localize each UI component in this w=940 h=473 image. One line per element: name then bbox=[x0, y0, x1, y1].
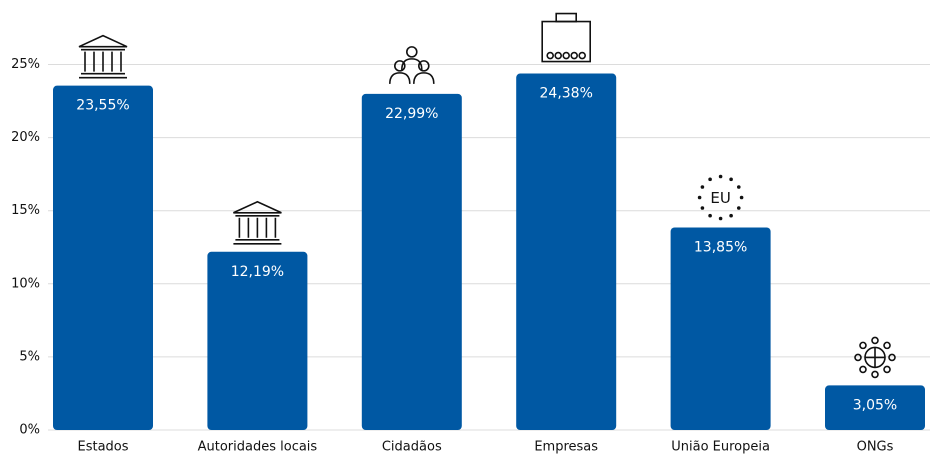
bar bbox=[53, 85, 153, 430]
icon-shape bbox=[78, 34, 128, 79]
icon-star bbox=[718, 174, 723, 179]
icon-shape bbox=[859, 365, 867, 374]
y-tick-label: 10% bbox=[11, 276, 40, 291]
icon-star bbox=[700, 185, 705, 189]
icon-shape bbox=[555, 12, 578, 23]
icon-shape bbox=[405, 46, 418, 58]
icon-star bbox=[708, 177, 712, 182]
bar bbox=[825, 385, 925, 430]
icon-star bbox=[708, 213, 712, 218]
x-tick-label: Cidadãos bbox=[382, 440, 442, 455]
x-tick-label: Autoridades locais bbox=[198, 440, 318, 455]
category-icon bbox=[541, 12, 592, 63]
y-tick-label: 0% bbox=[19, 423, 40, 438]
value-label: 24,38% bbox=[540, 86, 593, 102]
icon-star bbox=[739, 195, 744, 200]
category-icon bbox=[854, 336, 896, 379]
category-icon bbox=[697, 174, 744, 221]
bar bbox=[670, 227, 771, 430]
icon-star bbox=[729, 213, 733, 218]
icon-shape bbox=[578, 51, 587, 60]
category-icon bbox=[389, 46, 435, 84]
icon-star bbox=[729, 177, 733, 182]
icon-shape bbox=[417, 60, 430, 72]
icon-star bbox=[700, 206, 705, 210]
value-label: 22,99% bbox=[385, 106, 438, 122]
icon-shape bbox=[546, 51, 555, 60]
icon-shape bbox=[413, 72, 435, 84]
category-icon bbox=[78, 34, 128, 79]
x-tick-label: Estados bbox=[77, 440, 128, 455]
category-icon bbox=[233, 200, 282, 245]
icon-star bbox=[736, 185, 741, 189]
value-label: 12,19% bbox=[231, 264, 284, 280]
icon-shape bbox=[871, 370, 879, 379]
icon-shape bbox=[554, 51, 563, 60]
icon-star bbox=[736, 206, 741, 210]
icon-shape bbox=[570, 51, 579, 60]
y-tick-label: 5% bbox=[19, 349, 40, 364]
x-tick-label: União Europeia bbox=[671, 440, 770, 455]
icon-shape bbox=[233, 200, 282, 245]
icon-shape bbox=[389, 72, 411, 84]
icon-shape bbox=[393, 60, 406, 72]
y-tick-label: 20% bbox=[11, 130, 40, 145]
icon-star bbox=[718, 216, 723, 221]
icon-shape bbox=[865, 347, 885, 368]
bar bbox=[361, 93, 462, 430]
value-label: 23,55% bbox=[76, 98, 129, 114]
icon-shape bbox=[883, 365, 891, 374]
x-tick-label: ONGs bbox=[857, 440, 894, 455]
value-label: 3,05% bbox=[853, 397, 897, 413]
y-tick-label: 25% bbox=[11, 57, 40, 72]
bar bbox=[516, 73, 617, 431]
icon-shape bbox=[562, 51, 571, 60]
icon-shape bbox=[888, 353, 896, 362]
icon-shape bbox=[883, 341, 891, 350]
value-label: 13,85% bbox=[694, 240, 747, 256]
y-tick-label: 15% bbox=[11, 203, 40, 218]
bar bbox=[207, 251, 308, 430]
icon-shape bbox=[541, 20, 592, 63]
icon-star bbox=[697, 195, 702, 200]
icon-shape bbox=[859, 341, 867, 350]
icon-label: EU bbox=[710, 189, 730, 207]
icon-shape bbox=[401, 58, 423, 70]
x-tick-label: Empresas bbox=[534, 440, 598, 455]
icon-shape bbox=[854, 353, 862, 362]
icon-shape bbox=[871, 336, 879, 345]
